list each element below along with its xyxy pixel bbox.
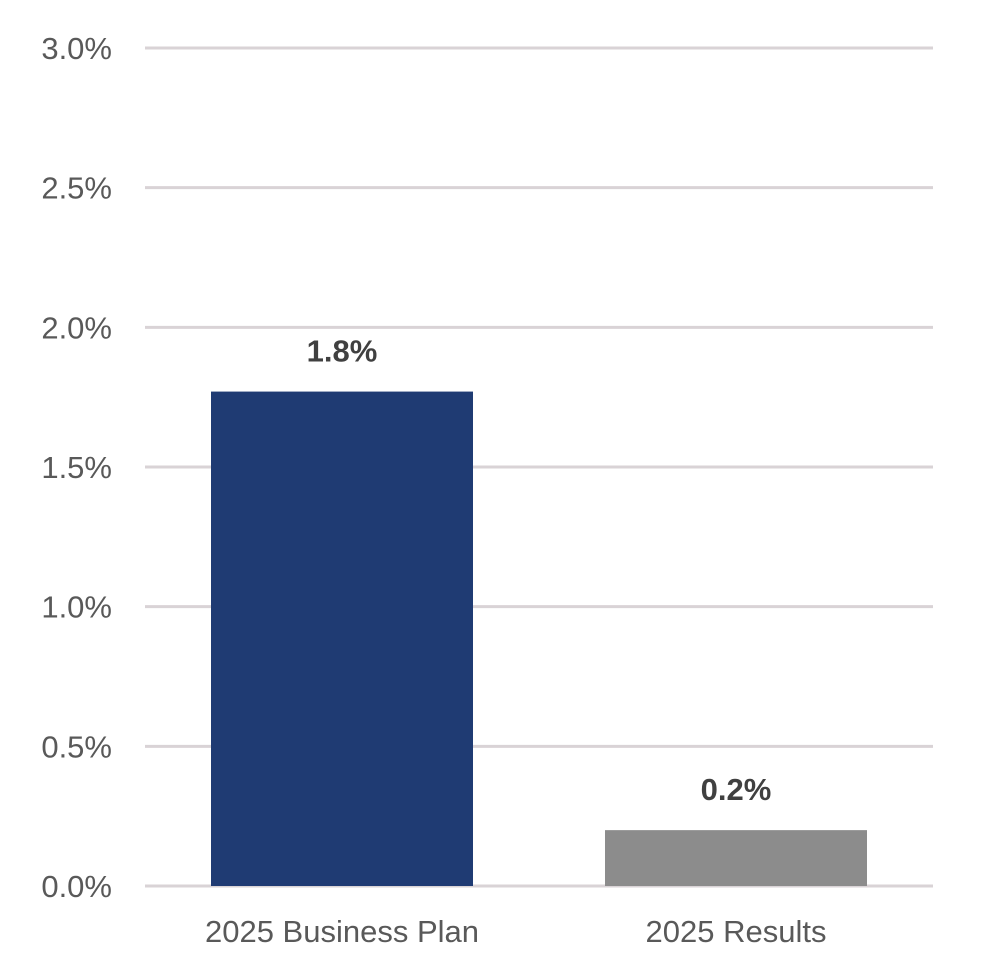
y-tick-label: 1.5% xyxy=(41,450,112,485)
y-tick-label: 3.0% xyxy=(41,31,112,66)
bar xyxy=(211,391,473,886)
y-axis-tick-labels: 0.0% 0.5% 1.0% 1.5% 2.0% 2.5% 3.0% xyxy=(41,31,112,904)
x-category-label: 2025 Results xyxy=(646,914,827,949)
y-tick-label: 0.0% xyxy=(41,869,112,904)
y-tick-label: 2.5% xyxy=(41,171,112,206)
data-labels: 1.8% 0.2% xyxy=(307,334,772,808)
y-tick-label: 1.0% xyxy=(41,590,112,625)
bars xyxy=(211,391,867,886)
x-category-label: 2025 Business Plan xyxy=(205,914,479,949)
y-tick-label: 0.5% xyxy=(41,729,112,764)
x-axis-category-labels: 2025 Business Plan 2025 Results xyxy=(205,914,826,949)
y-tick-label: 2.0% xyxy=(41,310,112,345)
bar xyxy=(605,830,867,886)
bar-data-label: 0.2% xyxy=(701,772,772,807)
bar-data-label: 1.8% xyxy=(307,334,378,369)
